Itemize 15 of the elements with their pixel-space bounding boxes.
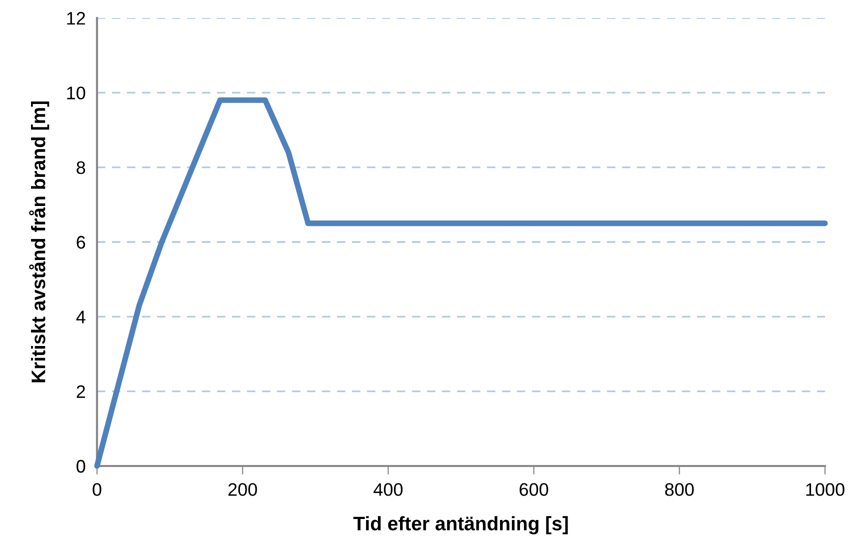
y-tick-label: 10 bbox=[67, 86, 86, 100]
x-tick-label: 1000 bbox=[806, 483, 844, 496]
x-tick-label: 400 bbox=[374, 483, 403, 496]
y-axis-title: Kritiskt avstånd från brand [m] bbox=[29, 102, 50, 382]
x-tick-label: 600 bbox=[520, 483, 548, 496]
x-tick-label: 200 bbox=[228, 483, 257, 496]
y-tick-label: 2 bbox=[76, 385, 85, 398]
x-tick-label: 0 bbox=[92, 483, 102, 496]
y-tick-label: 4 bbox=[76, 310, 86, 324]
x-axis-title: Tid efter antändning [s] bbox=[353, 516, 568, 534]
y-tick-label: 12 bbox=[67, 12, 85, 25]
y-tick-label: 6 bbox=[76, 236, 86, 249]
x-tick-label: 800 bbox=[665, 483, 694, 496]
y-tick-label: 0 bbox=[76, 460, 86, 473]
y-tick-label: 8 bbox=[76, 161, 86, 174]
